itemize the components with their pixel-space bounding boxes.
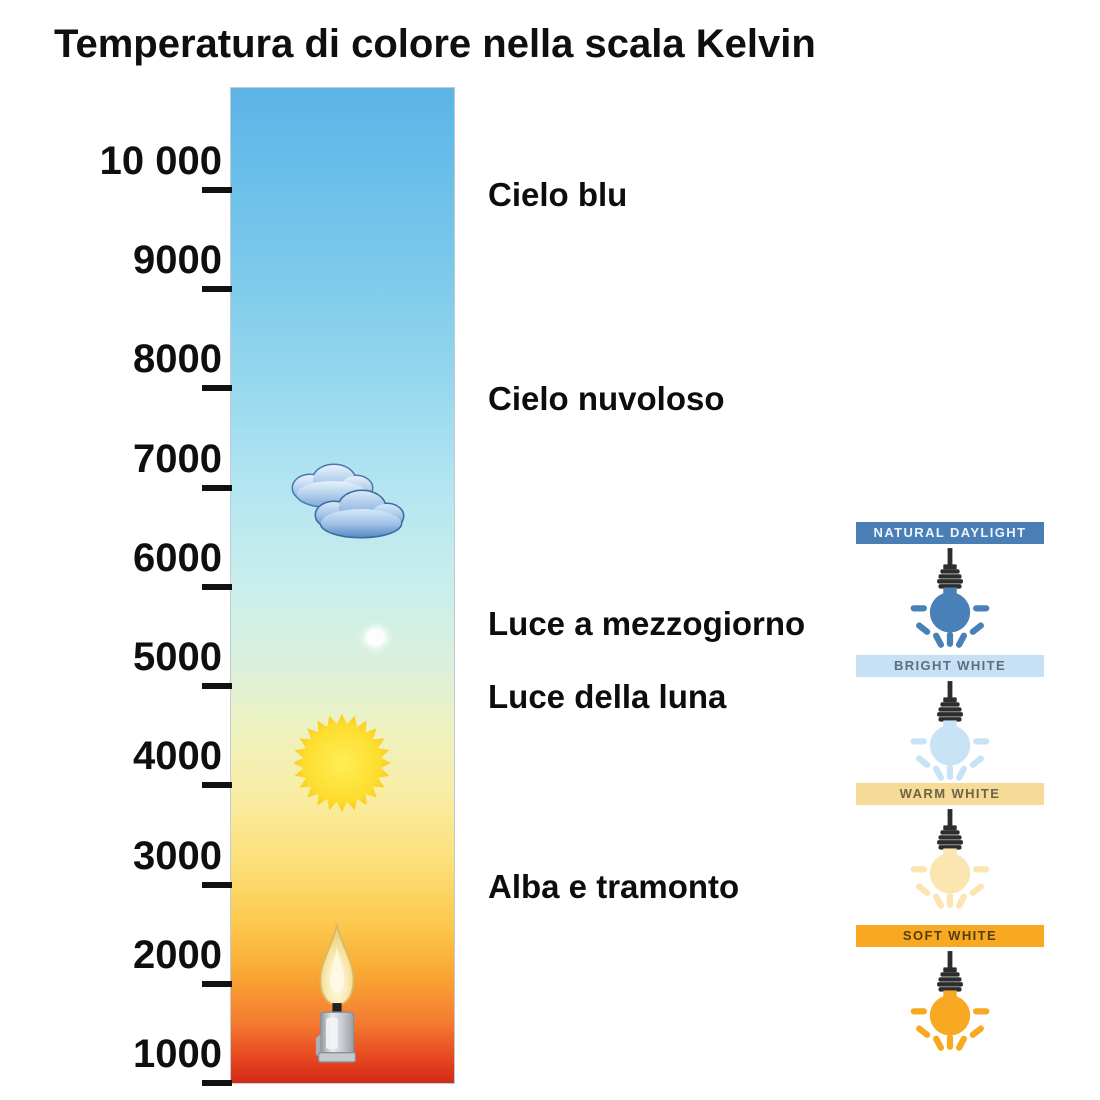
sun-icon [293,714,391,812]
scale-tick-label: 4000 [133,734,222,779]
bulb-card: BRIGHT WHITE [856,655,1044,783]
bulb-card-header: NATURAL DAYLIGHT [856,522,1044,544]
scale-tick [202,385,232,392]
scale-annotation: Alba e tramonto [488,868,740,905]
light-bulb-icon [910,681,990,781]
scale-tick [202,484,232,491]
scale-tick-label: 6000 [133,535,222,580]
page-title: Temperatura di colore nella scala Kelvin [54,22,816,66]
bulb-card: WARM WHITE [856,783,1044,911]
scale-tick-label: 7000 [133,436,222,481]
scale-tick [202,782,232,789]
bulb-card-label: NATURAL DAYLIGHT [873,525,1027,540]
scale-tick [202,583,232,590]
scale-annotation: Cielo blu [488,176,628,213]
kelvin-gradient-bar [230,87,455,1084]
scale-annotation: Luce a mezzogiorno [488,605,806,642]
bulb-card: SOFT WHITE [856,925,1044,1053]
bulb-card: NATURAL DAYLIGHT [856,522,1044,650]
scale-tick-label: 9000 [133,238,222,283]
scale-tick-label: 10 000 [99,139,222,183]
scale-tick [202,683,232,690]
scale-tick [202,881,232,888]
light-bulb-icon [910,809,990,909]
scale-tick [202,286,232,293]
bulb-card-label: SOFT WHITE [902,928,998,943]
scale-tick-label: 1000 [133,1031,222,1076]
scale-tick [202,1079,232,1086]
scale-tick-label: 2000 [133,932,222,977]
scale-annotation: Cielo nuvoloso [488,380,725,417]
scale-annotation: Luce della luna [488,678,727,715]
bulb-card-header: BRIGHT WHITE [856,655,1044,677]
candle-icon [315,923,357,1063]
bulb-card-header: WARM WHITE [856,783,1044,805]
bulb-card-header: SOFT WHITE [856,925,1044,947]
bulb-card-label: BRIGHT WHITE [893,658,1007,673]
scale-tick [202,187,232,193]
light-bulb-icon [910,951,990,1051]
cloud-icon [291,463,405,539]
scale-tick-label: 5000 [133,635,222,680]
scale-tick [202,980,232,987]
moon-dot-icon [366,629,385,646]
scale-tick-label: 3000 [133,833,222,878]
scale-tick-label: 8000 [133,337,222,382]
light-bulb-icon [910,548,990,648]
bulb-card-label: WARM WHITE [899,786,1001,801]
